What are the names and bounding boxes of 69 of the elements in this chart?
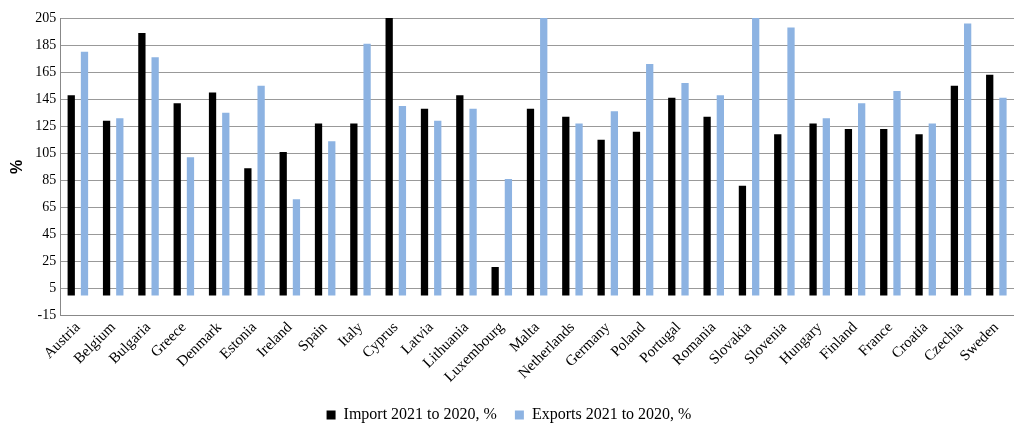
bar bbox=[526, 108, 535, 296]
bar bbox=[928, 123, 936, 296]
bar bbox=[844, 128, 853, 296]
bar bbox=[314, 123, 323, 296]
y-axis-title: % bbox=[8, 159, 26, 174]
bar bbox=[999, 97, 1007, 296]
bar bbox=[469, 108, 477, 296]
bar bbox=[632, 131, 641, 296]
bar bbox=[67, 95, 75, 296]
bar bbox=[151, 57, 159, 296]
y-tick-label: 85 bbox=[42, 172, 57, 188]
bar bbox=[668, 97, 676, 296]
bar bbox=[986, 74, 994, 296]
bar bbox=[208, 92, 217, 296]
bar bbox=[363, 43, 371, 296]
y-tick-label: 205 bbox=[35, 9, 57, 25]
bar bbox=[858, 103, 866, 296]
y-tick-label: 105 bbox=[35, 144, 57, 160]
bar bbox=[456, 95, 464, 296]
bar bbox=[610, 111, 619, 296]
bar bbox=[787, 27, 795, 296]
bar bbox=[880, 128, 888, 296]
bar bbox=[491, 266, 499, 296]
bar bbox=[752, 18, 760, 296]
bar bbox=[716, 95, 724, 296]
y-tick-label: 25 bbox=[42, 253, 57, 269]
y-tick-label: 185 bbox=[35, 36, 57, 52]
bar bbox=[562, 116, 570, 296]
y-tick-label: 145 bbox=[35, 90, 57, 106]
bar bbox=[575, 123, 583, 296]
bar bbox=[774, 134, 782, 296]
y-tick-label: 65 bbox=[42, 199, 57, 215]
bar bbox=[350, 123, 358, 296]
bar bbox=[822, 118, 830, 296]
bar bbox=[893, 91, 901, 296]
bar bbox=[950, 85, 959, 296]
bar bbox=[116, 118, 124, 296]
legend-label: Exports 2021 to 2020, % bbox=[531, 405, 692, 424]
bar bbox=[540, 18, 548, 296]
bar bbox=[809, 123, 817, 296]
y-tick-label: 165 bbox=[35, 63, 57, 79]
bar bbox=[385, 18, 393, 296]
bar bbox=[138, 32, 146, 296]
bar bbox=[963, 23, 972, 296]
y-tick-label: 125 bbox=[35, 117, 57, 133]
bar bbox=[173, 103, 181, 296]
bar bbox=[244, 168, 252, 296]
bar bbox=[222, 112, 230, 296]
bar bbox=[703, 116, 711, 296]
bar bbox=[420, 108, 429, 296]
bar bbox=[434, 120, 442, 296]
bar bbox=[102, 120, 111, 296]
y-tick-label: 5 bbox=[49, 280, 57, 296]
bar bbox=[279, 151, 287, 296]
bar bbox=[504, 179, 513, 296]
bar bbox=[597, 139, 605, 296]
bar bbox=[646, 64, 654, 296]
y-tick-label: 45 bbox=[42, 226, 57, 242]
bar bbox=[257, 85, 265, 296]
bar bbox=[292, 199, 301, 296]
bar bbox=[915, 134, 923, 296]
bar bbox=[186, 157, 195, 296]
bar bbox=[738, 185, 747, 296]
bar bbox=[328, 141, 336, 296]
bar bbox=[398, 105, 407, 296]
legend-label: Import 2021 to 2020, % bbox=[343, 405, 497, 424]
bar bbox=[681, 82, 689, 296]
y-tick-label: -15 bbox=[37, 307, 57, 323]
bar bbox=[80, 51, 89, 296]
